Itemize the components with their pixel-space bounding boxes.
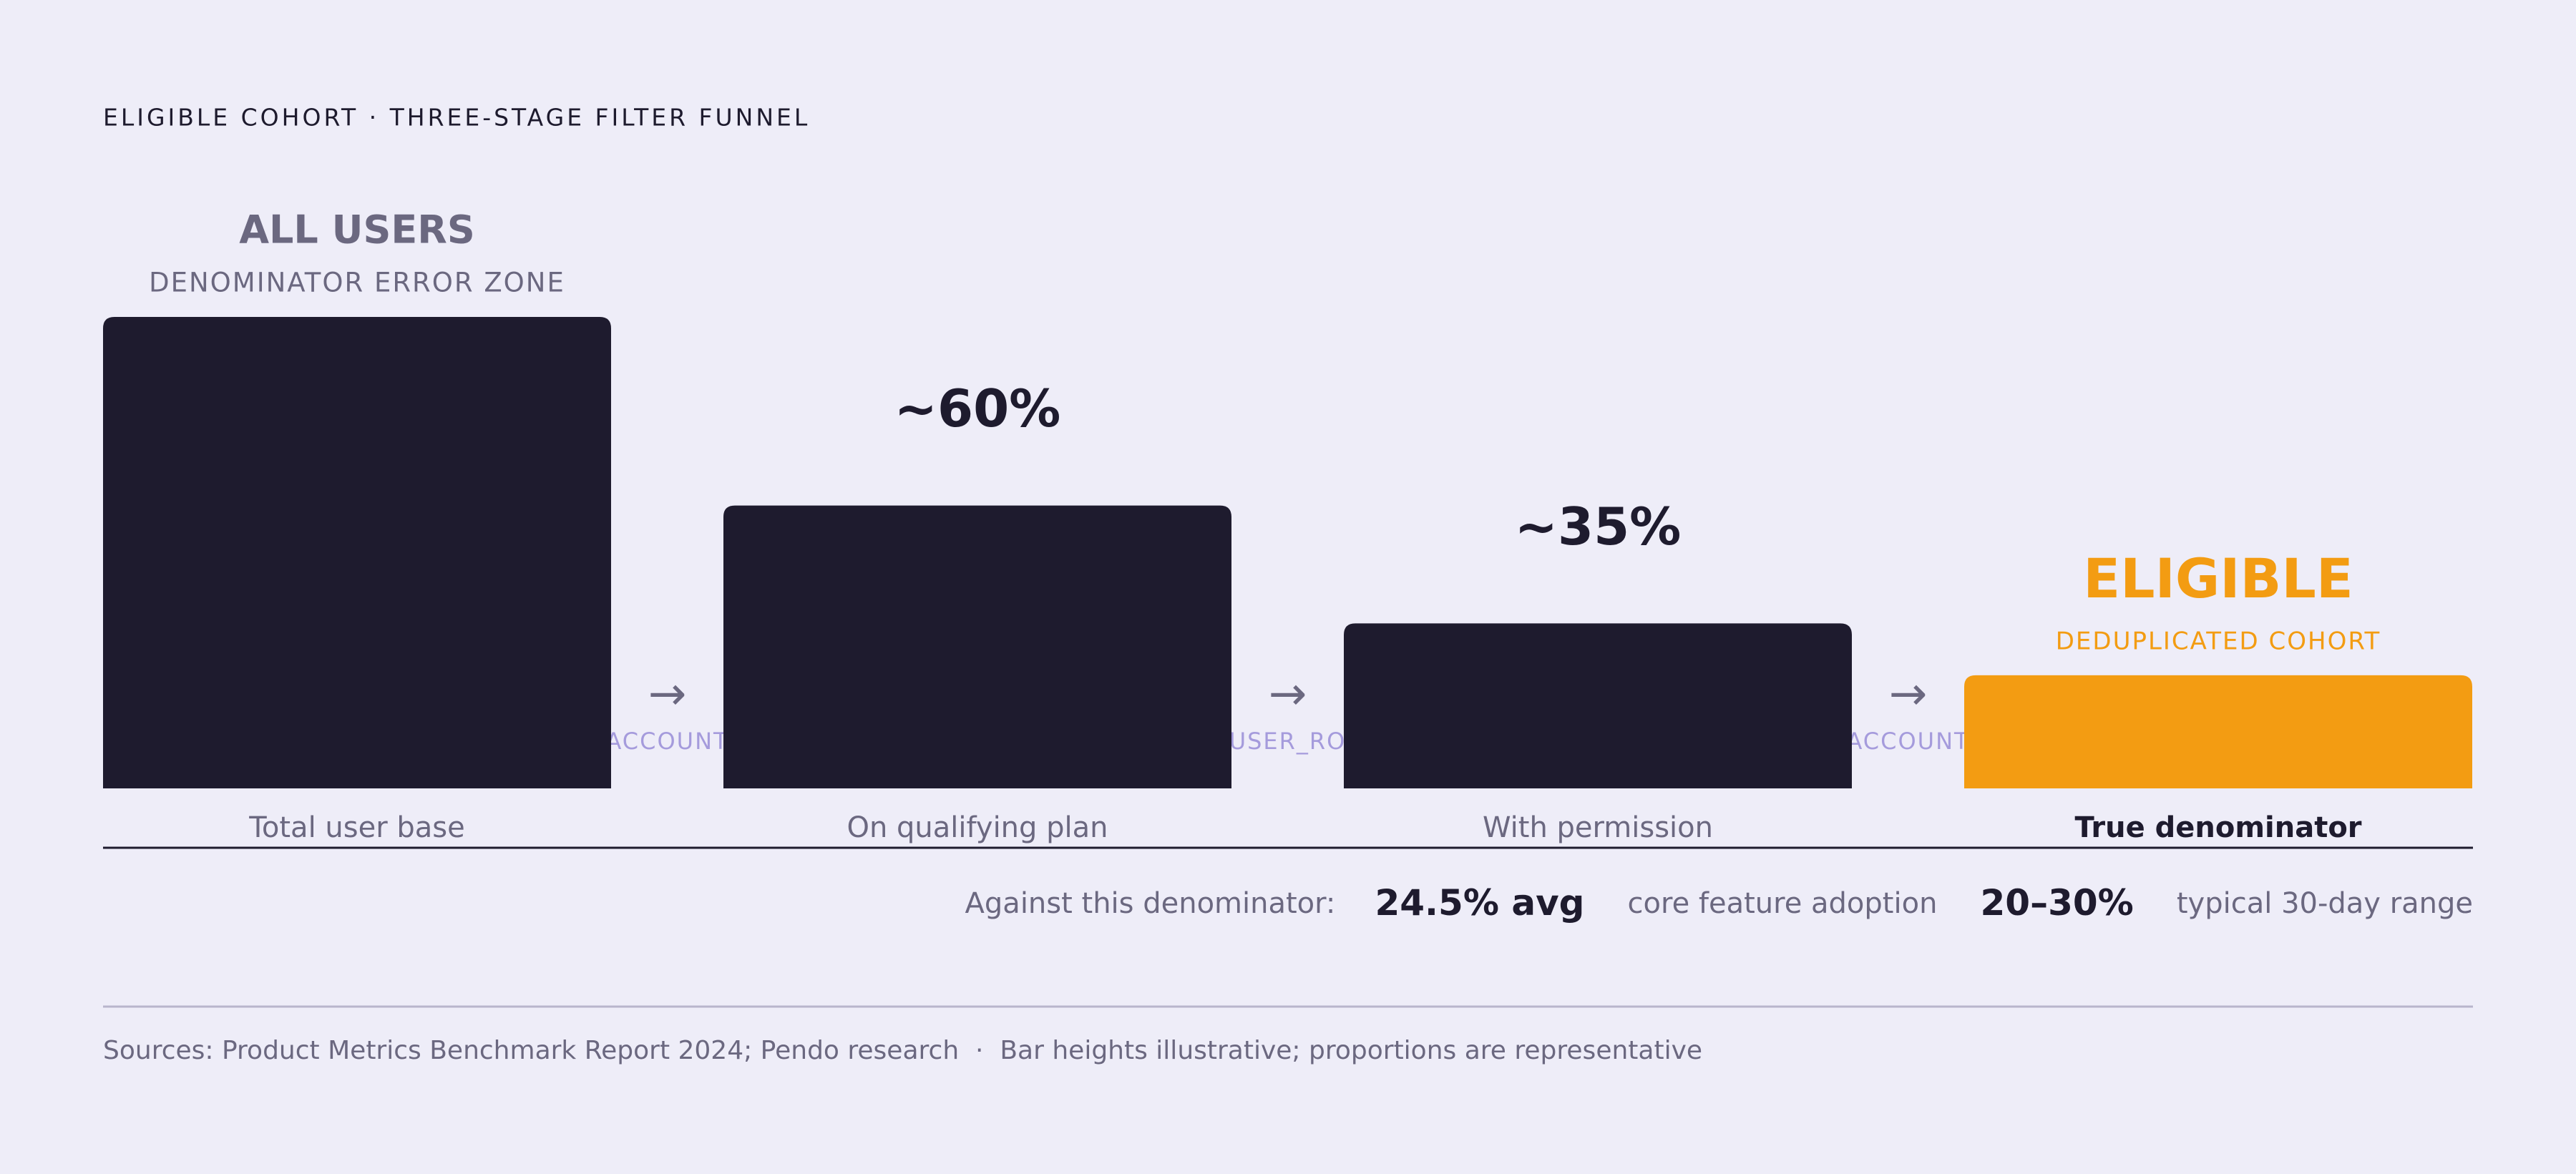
summary-lead: Against this denominator: [965, 887, 1336, 920]
summary-stat: 24.5% avg [1375, 882, 1584, 924]
stage-subtitle: DENOMINATOR ERROR ZONE [149, 268, 565, 298]
bar [723, 505, 1231, 788]
value-label: ~35% [1515, 496, 1682, 557]
summary-stat-label: typical 30-day range [2177, 887, 2473, 920]
summary-stat: 20–30% [1981, 882, 2134, 924]
arrow: → [1889, 668, 1928, 721]
category-label: On qualifying plan [847, 811, 1108, 844]
stage-title: ELIGIBLE [2083, 547, 2353, 610]
summary-stat-label: core feature adoption [1628, 887, 1938, 920]
summary: Against this denominator: 24.5% avg core… [965, 882, 2473, 924]
category-label: True denominator [2074, 811, 2361, 844]
stage-title: ALL USERS [239, 207, 475, 253]
footer: Sources: Product Metrics Benchmark Repor… [103, 1036, 1702, 1065]
arrow: → [1269, 668, 1307, 721]
chart-title: ELIGIBLE COHORT · THREE-STAGE FILTER FUN… [103, 104, 810, 132]
category-label: Total user base [248, 811, 464, 844]
bar [103, 317, 611, 788]
stage-subtitle: DEDUPLICATED COHORT [2056, 627, 2381, 655]
transition-label: ACCOUNT [1846, 728, 1969, 755]
bar [1964, 675, 2472, 788]
arrow: → [648, 668, 687, 721]
transition-label: USER_RO [1229, 728, 1347, 755]
category-label: With permission [1483, 811, 1713, 844]
bar [1344, 623, 1852, 788]
transition-label: ACCOUNT [605, 728, 728, 755]
value-label: ~60% [894, 378, 1061, 439]
